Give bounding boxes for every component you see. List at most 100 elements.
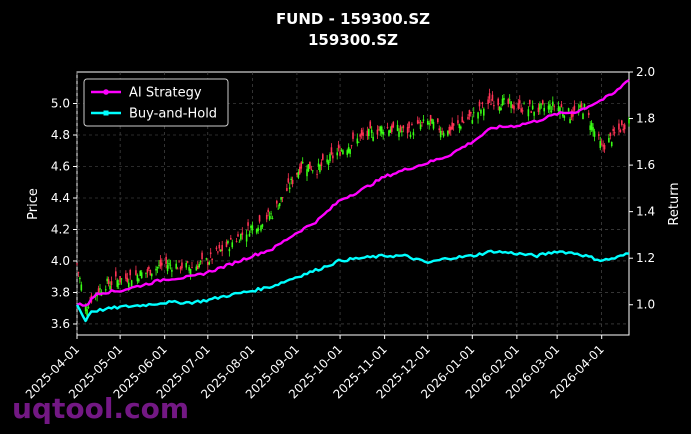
candle-body xyxy=(260,225,262,231)
candle-body xyxy=(129,269,131,276)
candle-body xyxy=(181,262,183,269)
candle-body xyxy=(311,170,314,172)
candle-body xyxy=(559,107,561,115)
candle-body xyxy=(290,178,292,180)
candle-body xyxy=(281,197,284,198)
candle-body xyxy=(186,261,189,263)
candle-body xyxy=(508,99,511,101)
candle-body xyxy=(432,121,435,129)
candle-body xyxy=(127,282,130,288)
candle-body xyxy=(251,225,254,231)
candle-body xyxy=(366,130,369,137)
y-tick-label-left: 4.6 xyxy=(51,159,70,173)
candle-body xyxy=(468,110,471,117)
candle-body xyxy=(319,165,321,172)
candle-body xyxy=(628,118,630,124)
candle-body xyxy=(521,110,524,112)
candle-body xyxy=(549,104,551,110)
candle-body xyxy=(156,267,159,269)
candle-body xyxy=(145,272,147,274)
candle-body xyxy=(130,280,133,287)
candle-body xyxy=(199,261,202,263)
candle-body xyxy=(449,127,452,131)
candle-body xyxy=(370,129,373,133)
candle-body xyxy=(579,105,581,108)
candle-body xyxy=(337,144,340,149)
candle-body xyxy=(332,155,334,159)
candle-body xyxy=(80,284,83,291)
candle-body xyxy=(438,128,441,131)
candle-body xyxy=(179,267,182,270)
candle-body xyxy=(437,118,439,123)
candle-body xyxy=(447,130,449,136)
candle-body xyxy=(587,112,590,116)
candle-body xyxy=(168,262,170,265)
candle-body xyxy=(621,120,623,125)
candle-body xyxy=(357,141,360,143)
legend-label-ai-strategy: AI Strategy xyxy=(129,86,202,101)
candle-body xyxy=(452,123,455,126)
candle-body xyxy=(359,134,361,137)
candle-body xyxy=(503,98,505,100)
candle-body xyxy=(419,124,422,130)
candle-body xyxy=(241,232,244,235)
candle-body xyxy=(196,265,199,270)
candle-body xyxy=(426,121,429,125)
candle-body xyxy=(188,267,190,271)
candle-body xyxy=(280,197,282,200)
candle-body xyxy=(599,141,602,148)
candle-body xyxy=(541,100,544,104)
candle-body xyxy=(270,213,272,215)
candle-body xyxy=(557,106,560,112)
candle-body xyxy=(477,112,479,119)
candle-body xyxy=(339,151,341,156)
candle-body xyxy=(609,132,612,136)
series-line-ai-strategy xyxy=(76,79,630,307)
candle-body xyxy=(106,278,108,282)
candle-body xyxy=(287,178,290,183)
candle-body xyxy=(490,104,492,106)
candle-body xyxy=(198,264,200,268)
candle-body xyxy=(140,272,143,279)
candle-body xyxy=(553,106,556,108)
candle-body xyxy=(488,93,491,99)
candle-body xyxy=(511,104,514,109)
candle-body xyxy=(510,101,512,108)
candle-body xyxy=(307,164,310,172)
candle-body xyxy=(520,108,522,112)
candle-body xyxy=(458,124,461,129)
candle-body xyxy=(368,128,370,136)
candle-body xyxy=(79,277,81,280)
candle-body xyxy=(205,258,208,260)
candle-body xyxy=(382,131,384,135)
candle-body xyxy=(225,241,228,247)
candle-body xyxy=(120,278,123,280)
candle-body xyxy=(619,130,622,133)
candle-body xyxy=(250,226,252,228)
candle-body xyxy=(189,268,192,276)
y-tick-label-left: 4.8 xyxy=(51,128,70,142)
candle-body xyxy=(498,106,501,111)
candle-body xyxy=(472,112,475,114)
candle-body xyxy=(531,105,534,110)
y-tick-label-left: 4.4 xyxy=(51,191,70,205)
candle-body xyxy=(209,252,212,255)
y-tick-label-right: 1.6 xyxy=(636,158,655,172)
candle-body xyxy=(501,98,504,106)
candle-body xyxy=(573,105,576,111)
candle-body xyxy=(560,104,563,108)
candle-body xyxy=(523,103,525,105)
candle-body xyxy=(257,227,259,232)
candle-body xyxy=(540,103,543,105)
y-axis-label-right: Return xyxy=(667,182,682,225)
candle-body xyxy=(150,273,153,277)
candle-body xyxy=(457,120,459,124)
y-tick-label-right: 1.2 xyxy=(636,251,655,265)
candle-body xyxy=(401,131,403,133)
y-tick-label-right: 1.8 xyxy=(636,112,655,126)
price-candles xyxy=(76,88,630,321)
candle-body xyxy=(462,121,465,123)
candle-body xyxy=(360,129,363,136)
candle-body xyxy=(441,131,443,133)
candle-body xyxy=(159,259,162,267)
